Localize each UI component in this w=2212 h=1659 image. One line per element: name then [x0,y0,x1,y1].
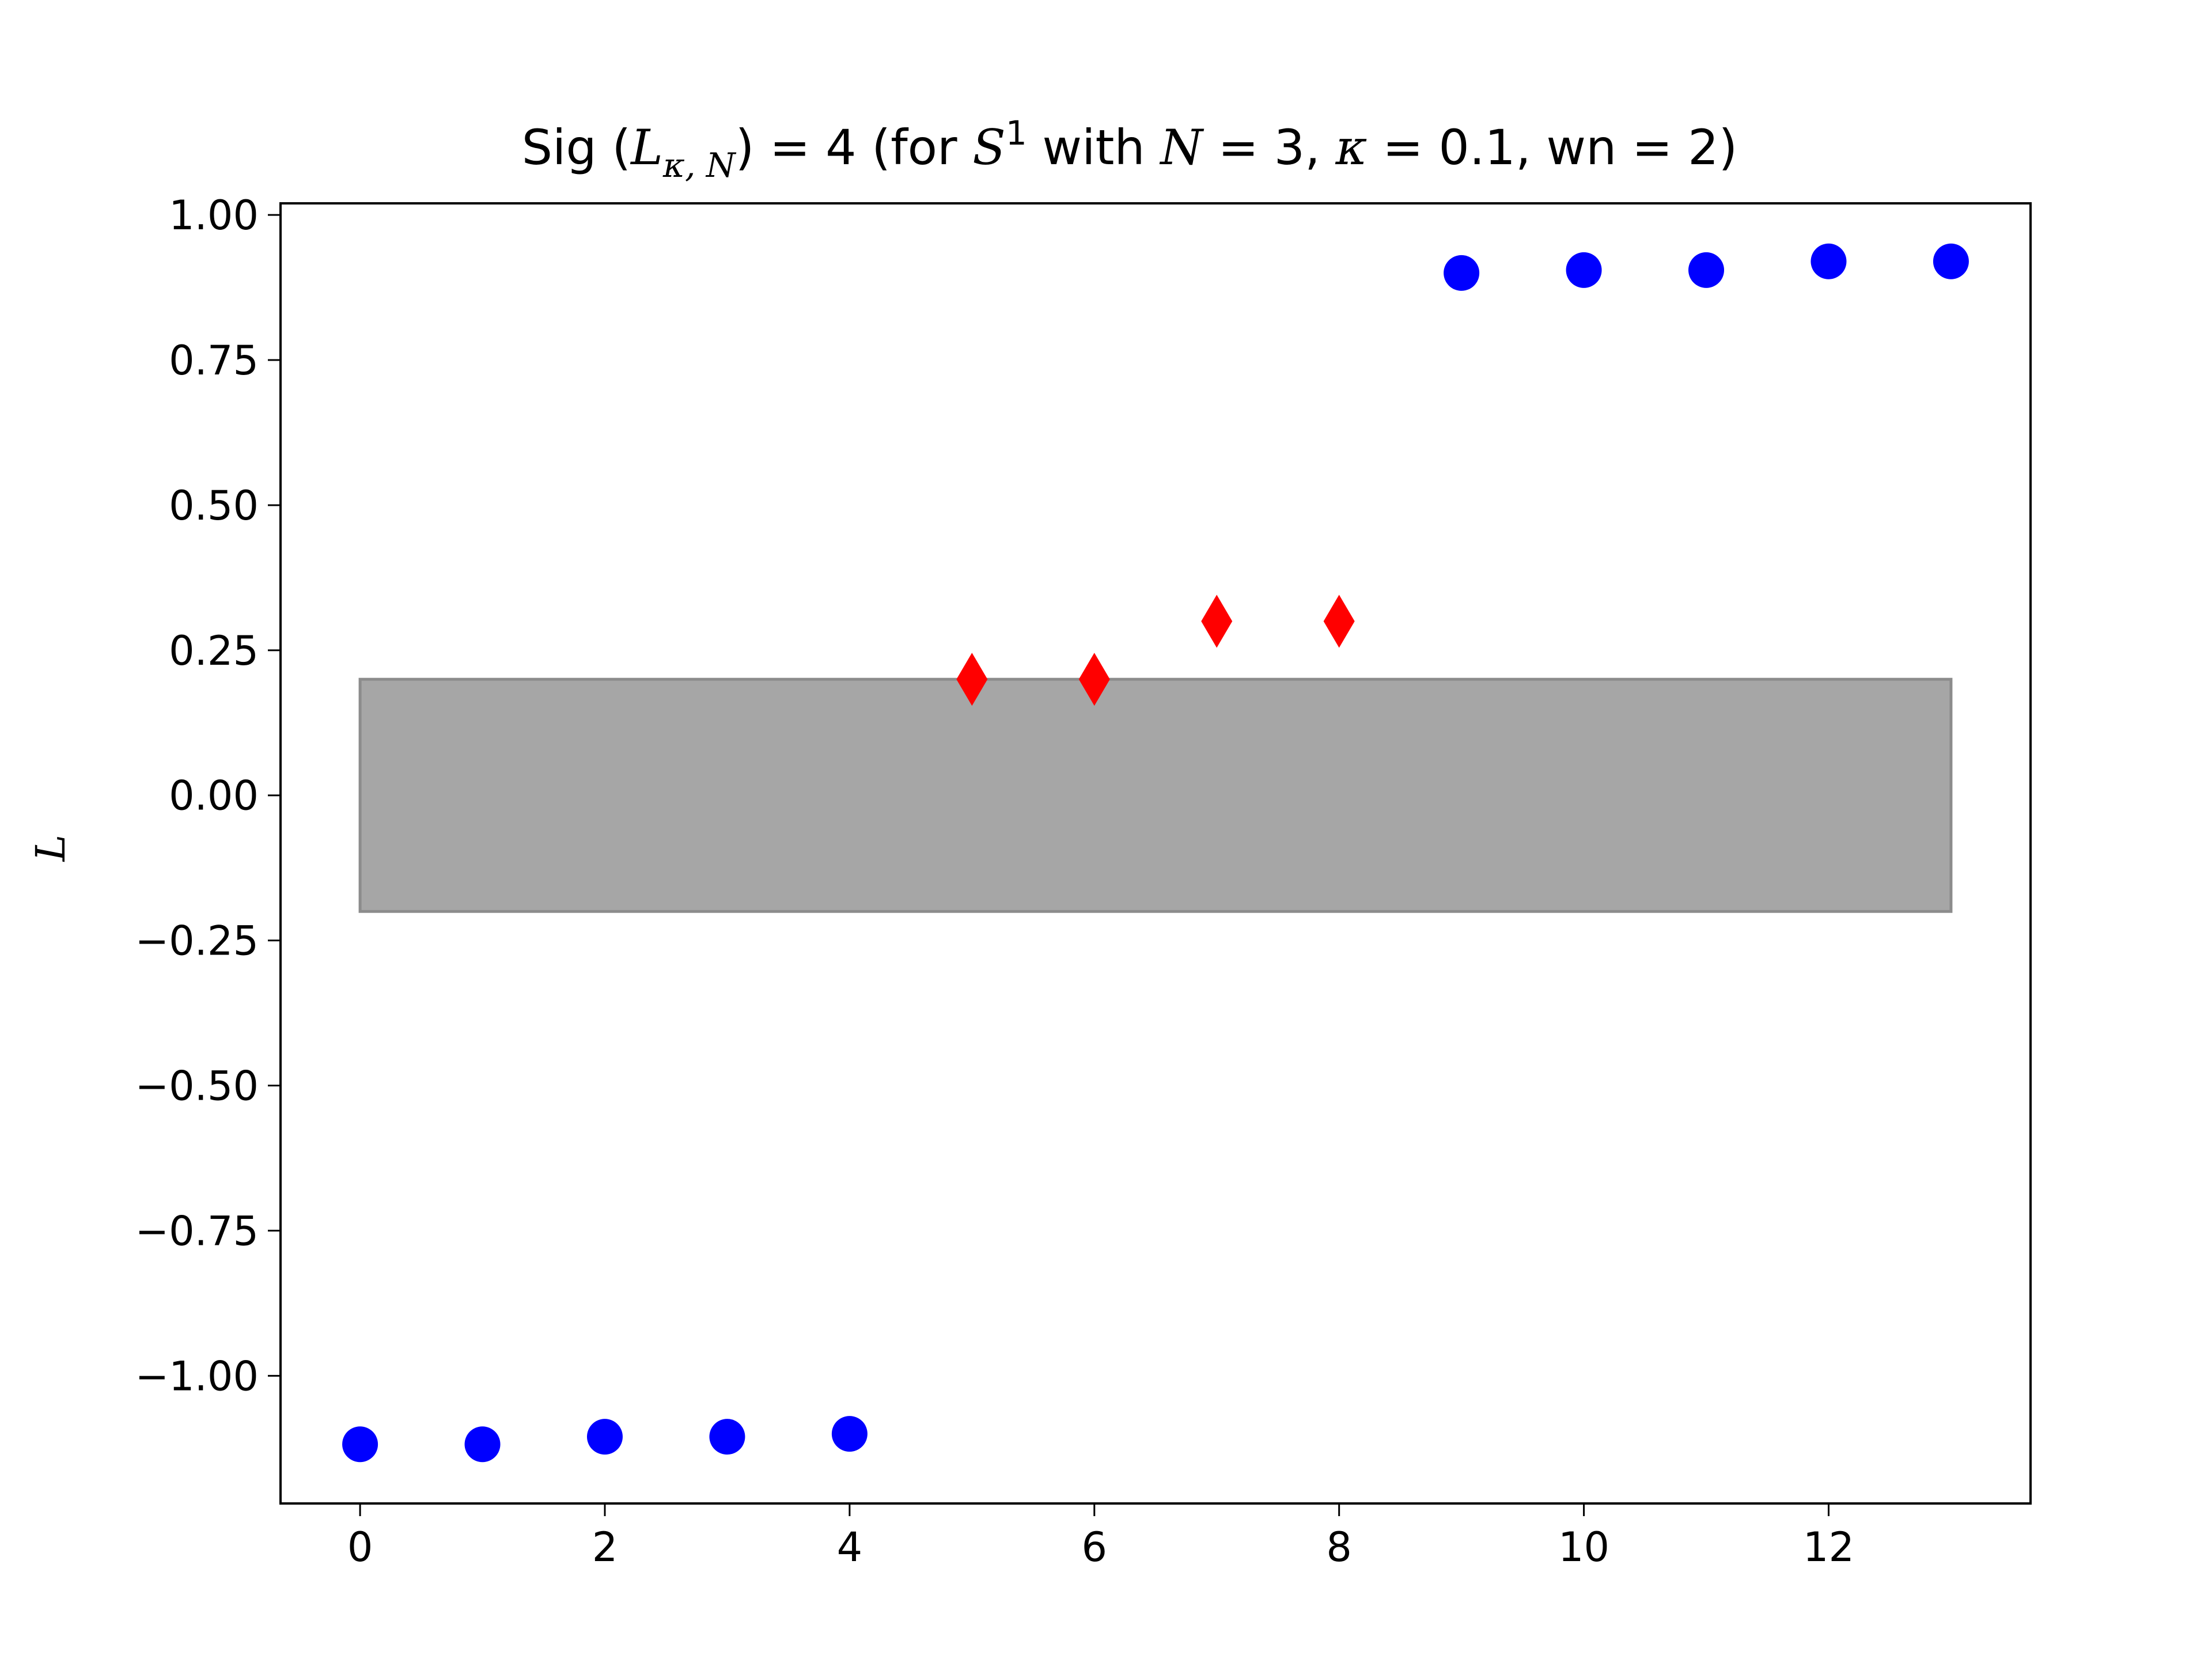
y-axis-label: L [27,835,74,862]
title-part: with [1027,119,1161,176]
x-tick-label: 0 [347,1524,373,1571]
title-part: ) = 4 (for [736,119,973,176]
y-tick-label: 1.00 [169,192,259,239]
y-tick-label: 0.50 [169,482,259,529]
y-tick-label: 0.75 [169,337,259,384]
title-part: S [972,119,1006,176]
title-part: = 3, [1203,119,1336,176]
x-tick-label: 10 [1558,1524,1609,1571]
y-tick-label: 0.00 [169,772,259,820]
data-point-circle [1688,252,1725,288]
data-point-circle [464,1426,501,1463]
data-point-circle [1566,252,1602,288]
chart-title: Sig (Lκ, N) = 4 (for S1 with N = 3, κ = … [522,113,1738,185]
x-tick-label: 4 [837,1524,863,1571]
y-tick-label: 0.25 [169,627,259,675]
title-part: Sig ( [522,119,631,176]
data-point-diamond [1201,594,1233,648]
data-markers [342,243,1969,1463]
y-tick-label: −0.50 [135,1063,259,1110]
data-point-circle [831,1416,868,1452]
data-point-circle [586,1419,623,1455]
x-tick-label: 2 [592,1524,618,1571]
data-point-circle [1810,243,1847,279]
x-tick-label: 12 [1803,1524,1854,1571]
shaded-band [358,677,1953,913]
y-tick-label: −0.75 [135,1207,259,1255]
x-tick-label: 6 [1082,1524,1108,1571]
title-part: 1 [1006,113,1027,153]
plot-area [342,243,1969,1463]
data-point-diamond [1078,653,1110,706]
data-point-circle [342,1426,378,1463]
data-point-diamond [956,653,988,706]
y-axis-ticks: 1.00 0.75 0.50 0.25 0.00 −0.25 −0.50 −0.75 −1.00 [135,192,281,1400]
data-point-circle [1444,255,1480,291]
data-point-circle [709,1419,745,1455]
y-tick-label: −1.00 [135,1353,259,1400]
title-part: κ, N [662,146,737,185]
title-part: κ [1335,119,1368,176]
x-axis-ticks: 0 2 4 6 8 10 12 [347,1503,1854,1571]
x-tick-label: 8 [1326,1524,1352,1571]
title-part: L [630,119,663,176]
y-tick-label: −0.25 [135,918,259,965]
data-point-circle [1933,243,1969,279]
title-part: N [1159,119,1204,176]
title-part: = 0.1, wn = 2) [1368,119,1738,176]
axes-frame [279,202,2032,1505]
data-point-diamond [1323,594,1355,648]
